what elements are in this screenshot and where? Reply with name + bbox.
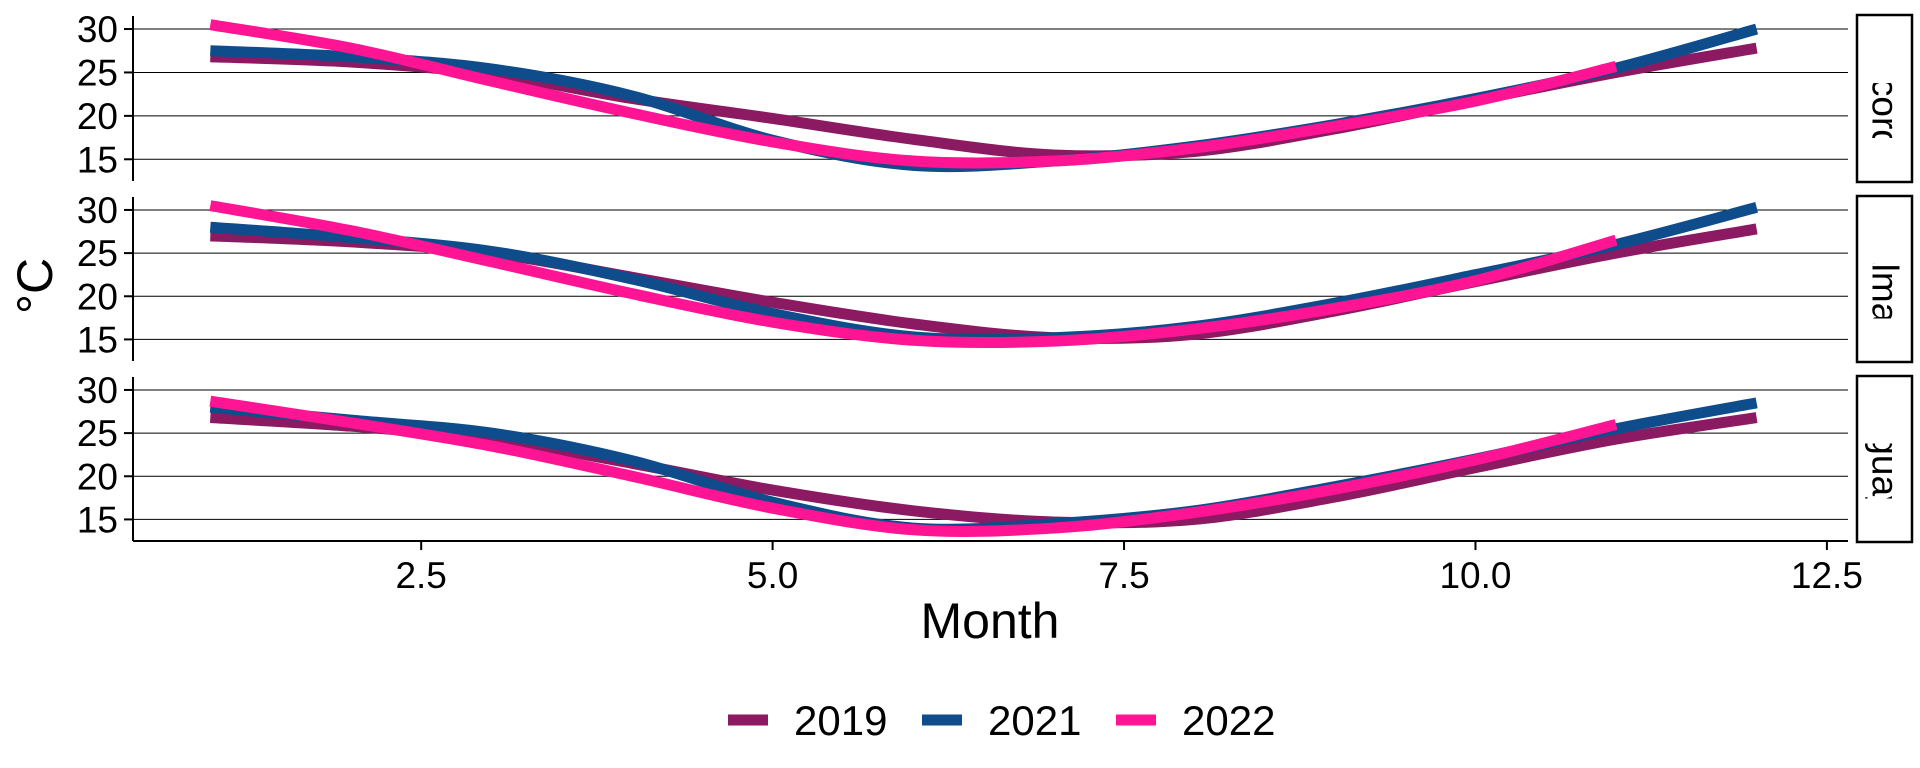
strip-label: concordia <box>1865 18 1906 179</box>
x-tick-label: 12.5 <box>1791 555 1863 596</box>
y-tick-label: 30 <box>77 9 118 50</box>
y-tick-label: 25 <box>77 52 118 93</box>
x-tick-label: 10.0 <box>1439 555 1511 596</box>
series-line-2022 <box>209 395 1618 537</box>
strip-box <box>1855 194 1914 364</box>
x-tick-label: 7.5 <box>1098 555 1149 596</box>
y-tick-label: 20 <box>77 276 118 317</box>
x-tick-label: 5.0 <box>747 555 798 596</box>
y-tick-label: 30 <box>77 370 118 411</box>
series-line-2019 <box>209 412 1758 529</box>
y-tick-label: 25 <box>77 413 118 454</box>
y-axis-title: °C <box>7 258 63 314</box>
x-axis-title: Month <box>921 593 1060 649</box>
y-tick-label: 15 <box>77 319 118 360</box>
series-line-2022 <box>209 19 1618 169</box>
legend-label-2021: 2021 <box>988 697 1081 744</box>
x-tick-label: 2.5 <box>395 555 446 596</box>
strip-box <box>1855 13 1914 184</box>
strip-box <box>1855 374 1914 544</box>
y-tick-label: 25 <box>77 233 118 274</box>
y-tick-label: 20 <box>77 96 118 137</box>
y-tick-label: 30 <box>77 190 118 231</box>
series-line-2022 <box>209 200 1618 349</box>
strip-label: palmar <box>1865 222 1906 335</box>
y-tick-label: 15 <box>77 499 118 540</box>
y-tick-label: 20 <box>77 456 118 497</box>
strip-label: gualeguaychu <box>1865 344 1906 574</box>
legend-label-2022: 2022 <box>1182 697 1275 744</box>
y-tick-label: 15 <box>77 139 118 180</box>
legend-label-2019: 2019 <box>794 697 887 744</box>
series-line-2021 <box>209 397 1758 535</box>
